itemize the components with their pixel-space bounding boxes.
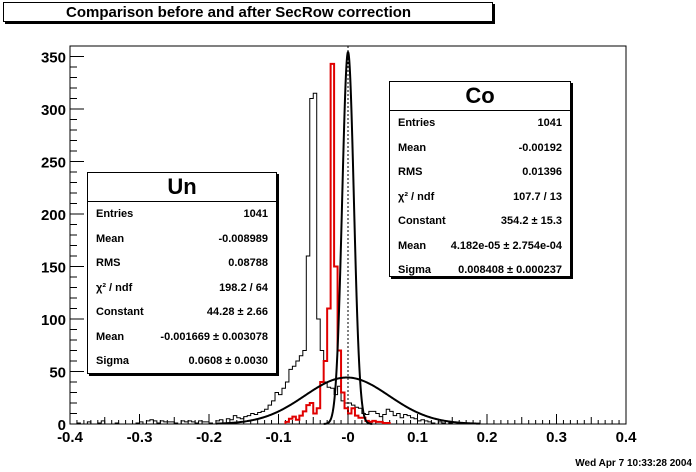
x-tick-label: -0.2 (196, 429, 222, 446)
stats-box-title: Co (390, 82, 570, 111)
stats-label: Mean (96, 330, 125, 343)
stats-row: Mean 4.182e-05 ± 2.754e-04 (390, 234, 570, 259)
stats-value: 1041 (243, 208, 268, 220)
y-tick-label: 300 (41, 102, 66, 119)
stats-value: 107.7 / 13 (513, 190, 562, 203)
co-hist-line (284, 62, 391, 424)
timestamp: Wed Apr 7 10:33:28 2004 (575, 458, 692, 469)
y-tick-label: 50 (49, 365, 66, 382)
stats-row: Entries 1041 (88, 202, 276, 227)
stats-value: 198.2 / 64 (219, 281, 268, 294)
x-tick-label: -0 (341, 429, 354, 446)
axis-ticks: -0.4 -0.3 -0.2 -0.1 -0 0.1 0.2 0.3 0.4 0 50 100 150 2… (41, 45, 638, 446)
x-tick-label: -0.3 (127, 429, 153, 446)
stats-box-title: Un (88, 173, 276, 202)
stats-row: Entries 1041 (390, 111, 570, 136)
stats-row: Sigma 0.0608 ± 0.0030 (88, 349, 276, 374)
stats-row: Mean -0.001669 ± 0.003078 (88, 325, 276, 350)
stats-value: 0.008408 ± 0.000237 (458, 264, 562, 276)
y-tick-label: 200 (41, 207, 66, 224)
y-tick-label: 350 (41, 50, 66, 67)
y-tick-label: 250 (41, 155, 66, 172)
stats-value: -0.001669 ± 0.003078 (160, 330, 268, 343)
stats-value: -0.008989 (218, 232, 268, 245)
stats-label: χ² / ndf (96, 281, 133, 294)
x-tick-label: 0.3 (546, 429, 567, 446)
stats-label: Entries (398, 117, 436, 129)
stats-value: 354.2 ± 15.3 (500, 215, 562, 227)
stats-label: Constant (96, 306, 144, 318)
y-tick-label: 100 (41, 312, 66, 329)
stats-row: χ² / ndf 107.7 / 13 (390, 185, 570, 210)
stats-label: Mean (398, 239, 427, 252)
stats-row: Constant 354.2 ± 15.3 (390, 209, 570, 234)
x-tick-label: -0.1 (266, 429, 292, 446)
stats-label: Mean (96, 232, 125, 245)
stats-value: -0.00192 (518, 141, 562, 154)
stats-label: RMS (96, 257, 121, 269)
stats-row: Sigma 0.008408 ± 0.000237 (390, 258, 570, 283)
x-tick-label: 0.1 (407, 429, 428, 446)
un-fit-curve (215, 376, 481, 425)
x-tick-label: 0.2 (477, 429, 498, 446)
stats-label: χ² / ndf (398, 190, 435, 203)
stats-label: Constant (398, 215, 446, 227)
stats-label: Mean (398, 141, 427, 154)
stats-value: 0.01396 (522, 166, 562, 178)
stats-value: 0.0608 ± 0.0030 (188, 355, 268, 367)
stats-row: RMS 0.01396 (390, 160, 570, 185)
stats-row: Mean -0.00192 (390, 136, 570, 161)
stats-value: 1041 (537, 117, 562, 129)
stats-label: Sigma (398, 264, 432, 276)
stats-row: RMS 0.08788 (88, 251, 276, 276)
stats-row: Mean -0.008989 (88, 227, 276, 252)
stats-value: 4.182e-05 ± 2.754e-04 (450, 239, 562, 252)
plot-title: Comparison before and after SecRow corre… (3, 2, 493, 22)
stats-label: Sigma (96, 355, 130, 367)
stats-row: Constant 44.28 ± 2.66 (88, 300, 276, 325)
stats-value: 44.28 ± 2.66 (206, 306, 268, 318)
stats-row: χ² / ndf 198.2 / 64 (88, 276, 276, 301)
y-tick-label: 150 (41, 260, 66, 277)
stats-value: 0.08788 (228, 257, 268, 269)
y-tick-label: 0 (58, 417, 66, 434)
stats-box-co: Co Entries 1041 Mean -0.00192 RMS 0.01396 χ² /… (389, 81, 571, 277)
stats-label: Entries (96, 208, 134, 220)
stats-label: RMS (398, 166, 423, 178)
x-tick-label: -0.4 (57, 429, 84, 446)
x-tick-label: 0.4 (616, 429, 638, 446)
co-fit-curve (323, 50, 373, 425)
corrected-histogram (284, 62, 391, 424)
gaussian-fits (215, 50, 481, 425)
stats-box-un: Un Entries 1041 Mean -0.008989 RMS 0.08788 χ² … (87, 172, 277, 374)
